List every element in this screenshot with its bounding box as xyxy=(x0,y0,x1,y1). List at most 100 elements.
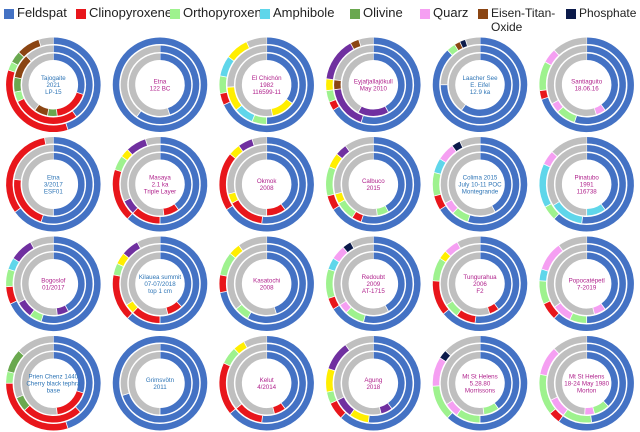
ring-3-segment-1 xyxy=(479,352,512,409)
ring-3-segment-1 xyxy=(53,352,85,393)
ring-2-segment-5 xyxy=(334,145,374,195)
donut-label-line: Triple Layer xyxy=(144,189,176,196)
ring-2-segment-3 xyxy=(14,145,54,181)
segment-separator xyxy=(592,307,595,315)
segment-separator xyxy=(368,415,370,423)
segment-separator xyxy=(261,415,263,423)
segment-separator xyxy=(543,163,550,168)
ring-1-segment-6 xyxy=(558,236,587,251)
ring-1-segment-4 xyxy=(326,368,335,393)
segment-separator xyxy=(482,407,485,415)
ring-1-segment-5 xyxy=(243,336,267,348)
segment-separator xyxy=(590,415,592,423)
legend-label: Orthopyroxene xyxy=(183,5,269,20)
ring-1-segment-3 xyxy=(432,258,446,282)
ring-2-segment-5 xyxy=(227,45,267,88)
donut-label-line: 2008 xyxy=(260,185,274,192)
donut-label-line: Mt St Helens xyxy=(569,373,604,380)
ring-1-segment-4 xyxy=(7,350,24,374)
ring-3-segment-4 xyxy=(34,104,49,116)
segment-separator xyxy=(273,307,277,314)
segment-separator xyxy=(333,305,340,310)
segment-separator xyxy=(261,216,263,224)
ring-1-segment-1 xyxy=(127,236,208,331)
ring-1-segment-1 xyxy=(226,137,314,232)
segment-separator xyxy=(127,213,133,219)
ring-2-segment-3 xyxy=(445,199,458,213)
ring-2-segment-4 xyxy=(14,344,54,398)
ring-3-segment-3 xyxy=(555,153,587,216)
segment-separator xyxy=(117,263,124,267)
ring-2-segment-2 xyxy=(563,409,592,423)
ring-1-segment-1 xyxy=(333,137,421,232)
segment-separator xyxy=(127,313,133,319)
ring-2-segment-1 xyxy=(41,244,93,323)
ring-3-segment-2 xyxy=(342,252,389,315)
segment-separator xyxy=(461,104,466,111)
segment-separator xyxy=(176,301,182,307)
ring-1-segment-2 xyxy=(432,385,453,418)
segment-separator xyxy=(230,253,236,259)
segment-separator xyxy=(126,300,133,306)
ring-1-segment-2 xyxy=(329,99,339,111)
donut-label-line: base xyxy=(47,388,61,395)
ring-2-segment-3 xyxy=(547,145,587,206)
segment-separator xyxy=(360,215,364,222)
ring-3-segment-1 xyxy=(373,53,405,113)
ring-1-segment-1 xyxy=(333,37,421,132)
donut-label-line: 2.1 ka xyxy=(152,181,169,188)
segment-separator xyxy=(541,96,549,100)
segment-separator xyxy=(446,300,453,306)
ring-3-segment-1 xyxy=(586,53,618,111)
ring-2-segment-5 xyxy=(14,56,32,79)
ring-1-segment-1 xyxy=(53,37,101,130)
donut-label-line: 18-24 May 1980 xyxy=(564,380,609,387)
segment-separator xyxy=(554,348,560,354)
segment-separator xyxy=(335,192,342,195)
legend-label: Olivine xyxy=(363,5,403,20)
ring-2-segment-1 xyxy=(368,344,413,423)
segment-separator xyxy=(226,205,233,210)
ring-2-segment-1 xyxy=(159,244,200,323)
donut-label-line: Montegrande xyxy=(462,189,499,196)
segment-separator xyxy=(26,55,32,62)
ring-1-segment-1 xyxy=(53,336,101,429)
legend-label: Clinopyroxene xyxy=(89,5,173,20)
donut-label-line: Masaya xyxy=(149,174,171,181)
segment-separator xyxy=(123,253,129,259)
ring-1-segment-3 xyxy=(539,280,550,304)
segment-separator xyxy=(75,406,81,413)
donut-label-line: 2011 xyxy=(153,384,167,391)
legend-item-3: Orthopyroxene xyxy=(170,6,269,22)
ring-2-segment-1 xyxy=(136,45,200,124)
segment-separator xyxy=(452,207,458,214)
segment-separator xyxy=(326,78,333,81)
ring-1-segment-2 xyxy=(6,383,68,431)
segment-separator xyxy=(539,89,547,92)
ring-1-segment-4 xyxy=(121,149,133,161)
ring-1-segment-1 xyxy=(443,236,528,331)
ring-3-segment-2 xyxy=(448,153,496,216)
ring-1-segment-4 xyxy=(440,350,451,362)
ring-3-segment-3 xyxy=(342,352,382,415)
segment-separator xyxy=(451,145,457,152)
ring-1-segment-5 xyxy=(252,136,267,146)
ring-3-segment-2 xyxy=(128,53,170,116)
segment-separator xyxy=(34,104,40,111)
donut-label-line: Morton xyxy=(577,388,597,395)
ring-1-segment-3 xyxy=(115,156,128,172)
ring-3-segment-1 xyxy=(159,53,192,115)
donut-label-line: E. Eifel xyxy=(470,82,490,89)
segment-separator xyxy=(72,111,77,117)
ring-2-segment-2 xyxy=(569,313,587,323)
segment-separator xyxy=(543,300,550,305)
ring-1-segment-6 xyxy=(345,137,374,152)
ring-3-segment-3 xyxy=(128,153,164,216)
donut-label-line: 18.06.16 xyxy=(575,86,600,93)
legend-item-6: Quarz xyxy=(420,6,468,22)
